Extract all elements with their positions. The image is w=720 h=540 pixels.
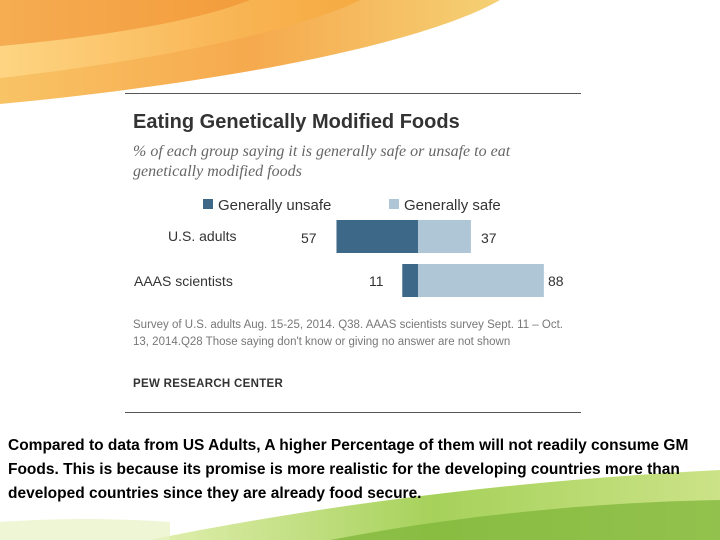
decorative-bottom-swoosh xyxy=(0,470,720,540)
chart-card: Eating Genetically Modified Foods % of e… xyxy=(125,93,582,413)
value-label-us-safe: 37 xyxy=(481,230,497,246)
bars-plot xyxy=(336,220,544,297)
legend-swatch-safe xyxy=(389,199,399,209)
bar-us-adults-safe xyxy=(418,220,471,253)
row-label-us-adults: U.S. adults xyxy=(168,228,237,244)
legend-item-unsafe: Generally unsafe xyxy=(203,197,331,214)
legend-swatch-unsafe xyxy=(203,199,213,209)
top-rule xyxy=(125,93,581,94)
bar-us-adults-unsafe xyxy=(336,220,418,253)
legend-label-safe: Generally safe xyxy=(404,197,501,214)
chart-source: PEW RESEARCH CENTER xyxy=(133,378,284,390)
value-label-aaas-unsafe: 11 xyxy=(369,273,384,289)
value-label-us-unsafe: 57 xyxy=(301,230,317,246)
chart-note: Survey of U.S. adults Aug. 15-25, 2014. … xyxy=(133,319,563,348)
slide-caption: Compared to data from US Adults, A highe… xyxy=(8,437,689,502)
legend-item-safe: Generally safe xyxy=(389,197,501,214)
legend-label-unsafe: Generally unsafe xyxy=(218,197,332,214)
row-label-aaas-scientists: AAAS scientists xyxy=(134,273,233,289)
bar-aaas-scientists-unsafe xyxy=(402,264,418,297)
bottom-rule xyxy=(125,412,581,413)
chart-title: Eating Genetically Modified Foods xyxy=(133,111,460,133)
bar-aaas-scientists-safe xyxy=(418,264,544,297)
value-label-aaas-safe: 88 xyxy=(548,273,564,289)
decorative-top-swoosh xyxy=(0,0,500,104)
chart-subtitle: % of each group saying it is generally s… xyxy=(133,143,511,180)
